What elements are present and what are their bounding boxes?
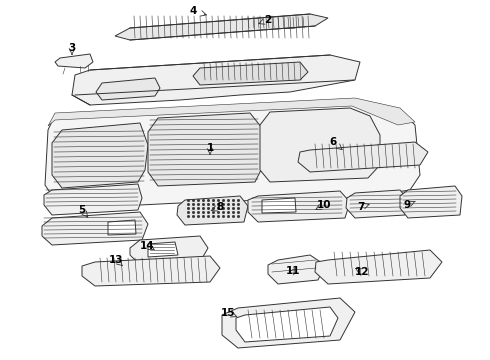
Polygon shape: [45, 100, 420, 208]
Text: 13: 13: [109, 255, 123, 265]
Text: 1: 1: [206, 143, 214, 153]
Text: 4: 4: [189, 6, 196, 16]
Polygon shape: [48, 98, 415, 126]
Text: 2: 2: [265, 15, 271, 25]
Polygon shape: [72, 55, 360, 105]
Polygon shape: [262, 198, 296, 213]
Polygon shape: [315, 250, 442, 284]
Polygon shape: [298, 142, 428, 172]
Polygon shape: [130, 236, 208, 265]
Text: 11: 11: [286, 266, 300, 276]
Text: 14: 14: [140, 241, 154, 251]
Polygon shape: [148, 242, 178, 257]
Text: 7: 7: [357, 202, 365, 212]
Text: 5: 5: [78, 205, 86, 215]
Polygon shape: [235, 16, 310, 30]
Polygon shape: [400, 186, 462, 218]
Ellipse shape: [444, 199, 452, 209]
Polygon shape: [148, 113, 262, 186]
Polygon shape: [236, 307, 338, 342]
Polygon shape: [115, 14, 328, 40]
Text: 6: 6: [329, 137, 337, 147]
Polygon shape: [222, 298, 355, 348]
Polygon shape: [260, 108, 380, 182]
Polygon shape: [193, 62, 308, 85]
Polygon shape: [42, 212, 148, 245]
Polygon shape: [44, 184, 142, 215]
Polygon shape: [248, 191, 350, 222]
Text: 9: 9: [403, 200, 411, 210]
Text: 12: 12: [355, 267, 369, 277]
Polygon shape: [346, 190, 408, 218]
Polygon shape: [96, 78, 160, 100]
Polygon shape: [108, 220, 136, 235]
Polygon shape: [268, 255, 325, 284]
Polygon shape: [55, 54, 93, 68]
Text: 8: 8: [217, 202, 223, 212]
Text: 3: 3: [69, 43, 75, 53]
Polygon shape: [52, 123, 148, 188]
Polygon shape: [82, 256, 220, 286]
Text: 10: 10: [317, 200, 331, 210]
Polygon shape: [177, 196, 248, 225]
Text: 15: 15: [221, 308, 235, 318]
